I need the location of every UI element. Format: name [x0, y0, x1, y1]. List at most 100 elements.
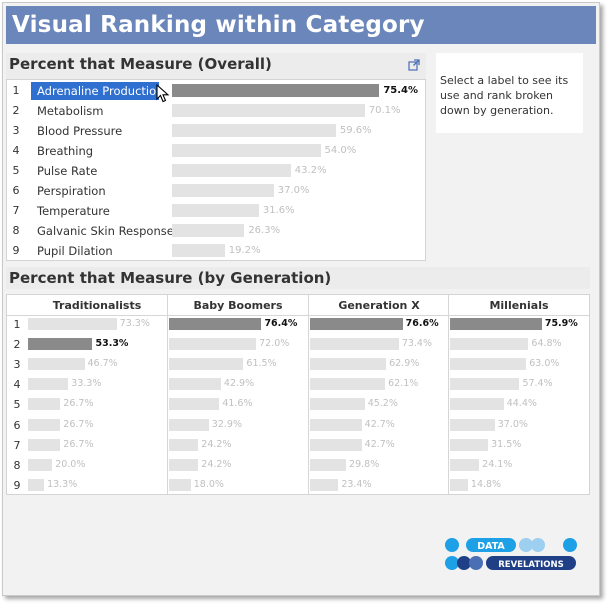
row-rank: 1	[12, 84, 20, 97]
generation-bar[interactable]	[28, 378, 69, 391]
generation-bar[interactable]	[169, 438, 199, 451]
generation-value-label: 57.4%	[522, 378, 553, 390]
overall-value-label: 19.2%	[228, 245, 261, 256]
generation-value-label: 63.0%	[529, 358, 560, 370]
info-text: Select a label to see its use and rank b…	[440, 74, 569, 117]
generation-bar[interactable]	[310, 478, 339, 491]
measure-label[interactable]: Blood Pressure	[37, 124, 123, 138]
generation-rank: 2	[13, 338, 21, 352]
generation-value-label: 26.7%	[63, 438, 94, 450]
generation-bar[interactable]	[28, 458, 53, 471]
generation-bar[interactable]	[310, 418, 362, 431]
logo-bottom-text: REVELATIONS	[498, 560, 564, 570]
generation-value-label: 61.5%	[246, 358, 277, 370]
measure-label[interactable]: Galvanic Skin Response	[37, 224, 174, 238]
overall-value-label: 31.6%	[262, 205, 295, 216]
generation-header: Generation X	[338, 299, 420, 312]
generation-rank: 8	[13, 458, 21, 472]
overall-bar[interactable]	[172, 204, 259, 217]
generation-value-label: 73.4%	[401, 338, 432, 350]
generation-value-label: 26.7%	[63, 418, 94, 430]
overall-bar[interactable]	[172, 104, 365, 117]
column-separator	[167, 295, 168, 494]
external-link-icon[interactable]	[408, 59, 420, 71]
generation-value-label: 29.8%	[349, 458, 380, 470]
generation-header: Traditionalists	[52, 299, 142, 312]
generation-value-label: 62.9%	[389, 358, 420, 370]
generation-bar[interactable]	[310, 398, 365, 411]
generation-bar[interactable]	[450, 318, 542, 330]
measure-label[interactable]: Pupil Dilation	[37, 244, 113, 258]
dashboard-title: Visual Ranking within Category	[6, 6, 596, 44]
overall-bar[interactable]	[172, 84, 380, 97]
generation-value-label: 32.9%	[211, 418, 242, 430]
generation-bar[interactable]	[169, 338, 257, 351]
row-rank: 5	[12, 164, 20, 177]
generation-value-label: 31.5%	[491, 438, 522, 450]
overall-bar[interactable]	[172, 164, 291, 177]
column-separator	[448, 295, 449, 494]
generation-bar[interactable]	[28, 418, 61, 431]
generation-value-label: 72.0%	[259, 338, 290, 350]
mouse-pointer-icon	[156, 84, 170, 103]
measure-label[interactable]: Pulse Rate	[37, 164, 98, 178]
generation-value-label: 53.3%	[95, 338, 129, 350]
generation-bar[interactable]	[169, 418, 209, 431]
overall-heading: Percent that Measure (Overall)	[6, 53, 426, 75]
generation-bar[interactable]	[169, 458, 199, 471]
measure-label[interactable]: Breathing	[37, 144, 94, 158]
generation-bar[interactable]	[450, 378, 520, 391]
overall-value-label: 37.0%	[277, 185, 310, 196]
generation-bar[interactable]	[450, 338, 529, 351]
generation-bar[interactable]	[169, 358, 244, 371]
generation-bar[interactable]	[450, 358, 527, 371]
row-rank: 3	[12, 124, 20, 137]
measure-label[interactable]: Perspiration	[37, 184, 106, 198]
measure-label[interactable]: Adrenaline Production	[31, 82, 163, 100]
generation-bar[interactable]	[310, 338, 399, 351]
generation-value-label: 62.1%	[388, 378, 419, 390]
generation-value-label: 23.4%	[341, 478, 372, 490]
generation-heading: Percent that Measure (by Generation)	[6, 267, 590, 289]
overall-value-label: 70.1%	[368, 105, 401, 116]
overall-bar[interactable]	[172, 184, 274, 197]
row-rank: 8	[12, 224, 20, 237]
generation-value-label: 26.7%	[63, 398, 94, 410]
generation-bar[interactable]	[28, 338, 93, 351]
overall-bar[interactable]	[172, 224, 245, 237]
generation-bar[interactable]	[310, 318, 403, 330]
measure-label[interactable]: Metabolism	[37, 104, 104, 118]
generation-bar[interactable]	[28, 358, 85, 371]
generation-bar[interactable]	[450, 398, 504, 411]
generation-bar[interactable]	[310, 378, 386, 391]
data-revelations-logo: DATA REVELATIONS	[445, 538, 577, 570]
generation-bar[interactable]	[450, 458, 480, 471]
generation-bar[interactable]	[310, 458, 347, 471]
generation-bar[interactable]	[310, 358, 387, 371]
generation-bar[interactable]	[169, 318, 262, 330]
overall-bar[interactable]	[172, 144, 321, 157]
generation-bar[interactable]	[28, 318, 117, 330]
generation-bar[interactable]	[169, 478, 191, 491]
measure-label[interactable]: Temperature	[37, 204, 110, 218]
generation-bar[interactable]	[169, 398, 220, 411]
generation-bar[interactable]	[28, 438, 61, 451]
row-rank: 7	[12, 204, 20, 217]
generation-value-label: 42.7%	[364, 418, 395, 430]
generation-bar[interactable]	[450, 418, 495, 431]
generation-value-label: 46.7%	[87, 358, 118, 370]
generation-value-label: 44.4%	[506, 398, 537, 410]
generation-bar[interactable]	[28, 398, 61, 411]
generation-value-label: 24.1%	[482, 458, 513, 470]
row-rank: 9	[12, 244, 20, 257]
generation-bar[interactable]	[310, 438, 362, 451]
overall-bar[interactable]	[172, 124, 336, 137]
generation-bar[interactable]	[450, 438, 489, 451]
generation-rank: 6	[13, 418, 21, 432]
overall-bar[interactable]	[172, 244, 225, 257]
generation-bar[interactable]	[169, 378, 221, 391]
generation-bar[interactable]	[28, 478, 45, 491]
generation-bar[interactable]	[450, 478, 468, 491]
column-separator	[308, 295, 309, 494]
row-rank: 4	[12, 144, 20, 157]
